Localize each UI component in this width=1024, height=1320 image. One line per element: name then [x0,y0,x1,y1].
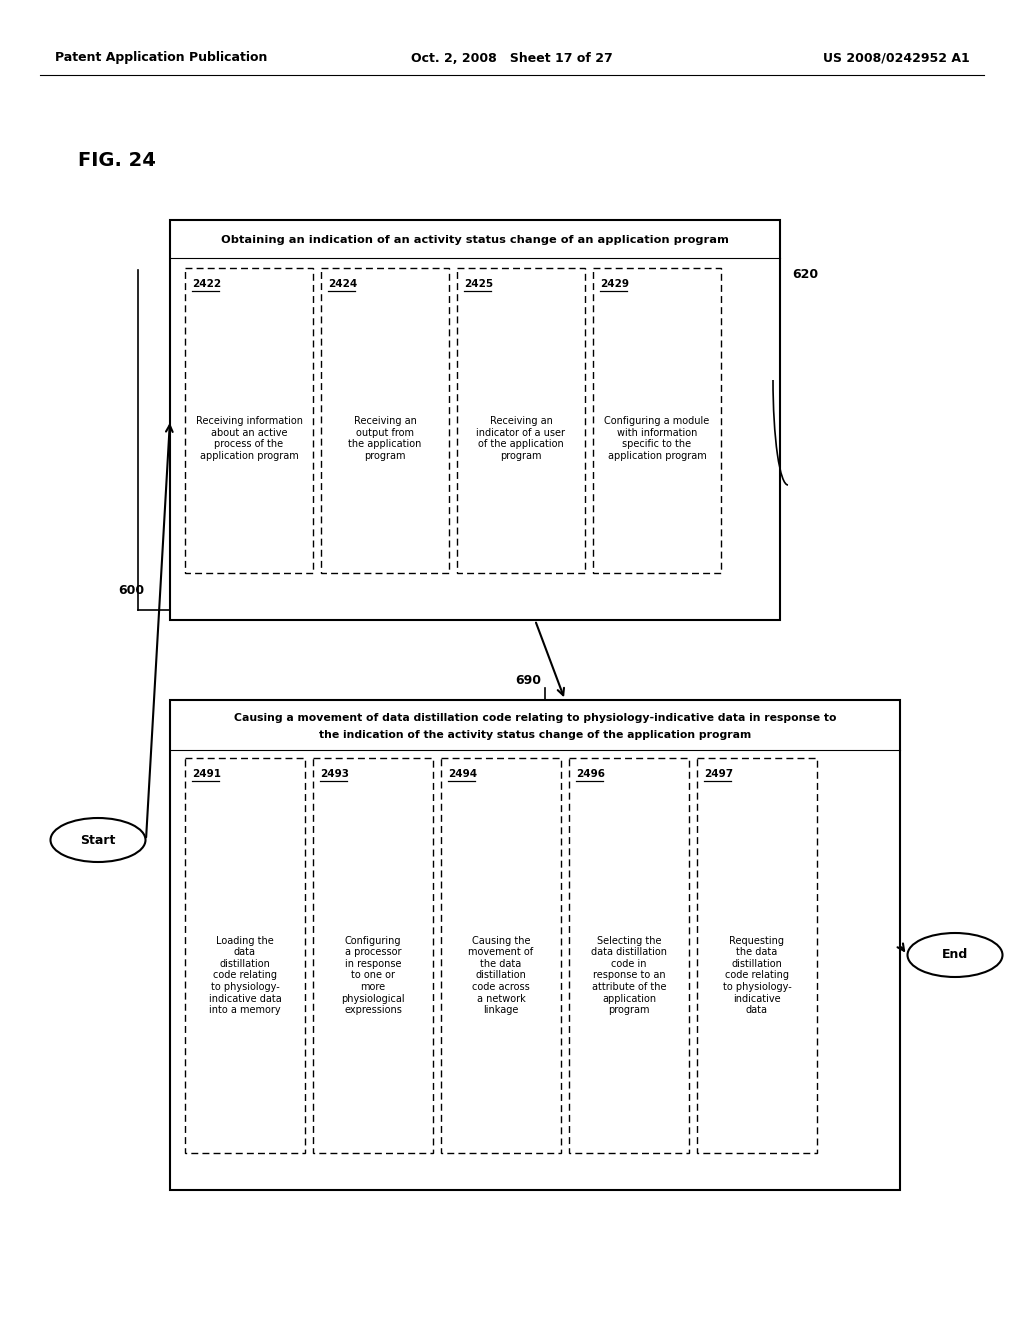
Text: Patent Application Publication: Patent Application Publication [55,51,267,65]
Text: 2429: 2429 [600,279,629,289]
Text: Obtaining an indication of an activity status change of an application program: Obtaining an indication of an activity s… [221,235,729,246]
Bar [170,700,900,1191]
Text: Receiving an
output from
the application
program: Receiving an output from the application… [348,416,422,461]
Bar [185,758,305,1152]
Ellipse shape [907,933,1002,977]
Bar [441,758,561,1152]
Bar [697,758,817,1152]
Text: 2424: 2424 [328,279,357,289]
Bar [170,220,780,620]
Bar [321,268,449,573]
Text: 2494: 2494 [449,770,477,779]
Bar [313,758,433,1152]
Text: Loading the
data
distillation
code relating
to physiology-
indicative data
into : Loading the data distillation code relat… [209,936,282,1015]
Text: Requesting
the data
distillation
code relating
to physiology-
indicative
data: Requesting the data distillation code re… [723,936,792,1015]
Text: Causing the
movement of
the data
distillation
code across
a network
linkage: Causing the movement of the data distill… [468,936,534,1015]
Text: Configuring
a processor
in response
to one or
more
physiological
expressions: Configuring a processor in response to o… [341,936,404,1015]
Text: Selecting the
data distillation
code in
response to an
attribute of the
applicat: Selecting the data distillation code in … [591,936,667,1015]
Text: FIG. 24: FIG. 24 [78,150,156,169]
Text: 690: 690 [515,673,541,686]
Text: End: End [942,949,968,961]
Bar [457,268,585,573]
Bar [569,758,689,1152]
Text: 2425: 2425 [464,279,494,289]
Bar [185,268,313,573]
Text: 2422: 2422 [193,279,221,289]
Text: 2493: 2493 [319,770,349,779]
Text: Configuring a module
with information
specific to the
application program: Configuring a module with information sp… [604,416,710,461]
Text: the indication of the activity status change of the application program: the indication of the activity status ch… [318,730,752,741]
Text: 2497: 2497 [705,770,733,779]
Text: Receiving an
indicator of a user
of the application
program: Receiving an indicator of a user of the … [476,416,565,461]
Text: Start: Start [80,833,116,846]
Text: 2491: 2491 [193,770,221,779]
Ellipse shape [50,818,145,862]
Text: US 2008/0242952 A1: US 2008/0242952 A1 [823,51,970,65]
Text: 600: 600 [118,583,144,597]
Text: Receiving information
about an active
process of the
application program: Receiving information about an active pr… [196,416,302,461]
Text: Oct. 2, 2008   Sheet 17 of 27: Oct. 2, 2008 Sheet 17 of 27 [411,51,613,65]
Text: 620: 620 [792,268,818,281]
Text: 2496: 2496 [575,770,605,779]
Bar [593,268,721,573]
Text: Causing a movement of data distillation code relating to physiology-indicative d: Causing a movement of data distillation … [233,713,837,723]
